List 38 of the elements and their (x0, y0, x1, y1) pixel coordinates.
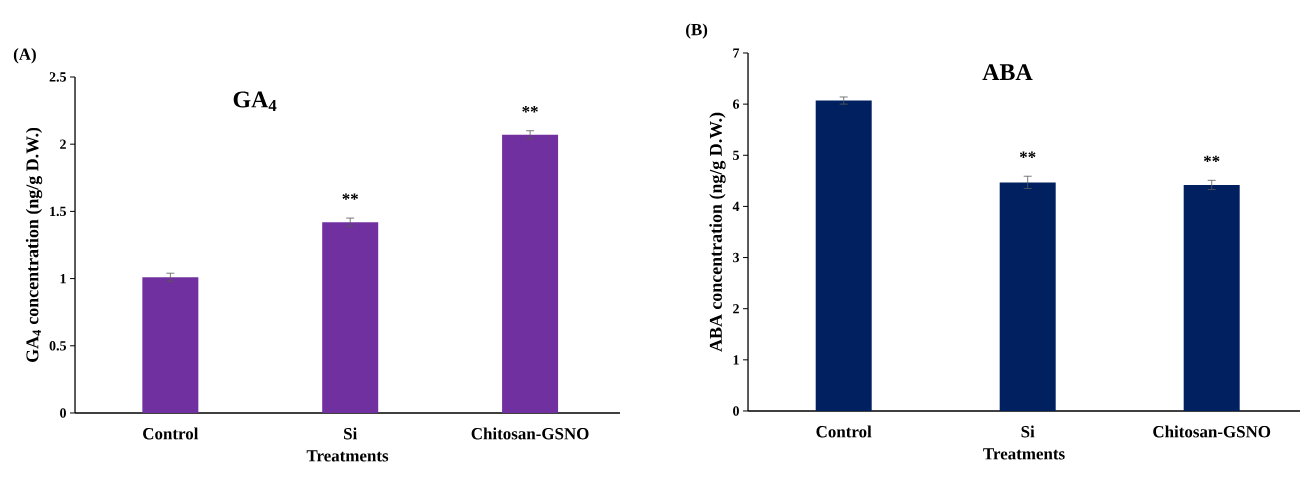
y-tick-label: 4 (732, 201, 740, 212)
x-tick-label: Chitosan-GSNO (1153, 425, 1271, 438)
y-tick-label: 3 (733, 252, 740, 263)
bar (1183, 184, 1240, 411)
text: (A) (13, 48, 36, 64)
y-axis-title: ABA concentration (ng/g D.W.) (709, 112, 726, 352)
y-axis-title: GA$_{4}$ concentration (ng/g D.W.) (25, 127, 43, 362)
x-axis-title: Treatments (983, 448, 1065, 460)
text: (B) (686, 23, 708, 39)
x-tick-label: Si (344, 427, 358, 440)
x-axis-title: Treatments (306, 450, 389, 462)
y-tick-label: 0.5 (49, 341, 66, 351)
annotation: ** (1203, 155, 1220, 163)
bar (322, 222, 379, 413)
chart-title: ABA (982, 64, 1033, 80)
bar (502, 134, 559, 413)
y-tick-label: 6 (733, 99, 740, 109)
y-tick-label: 2 (60, 139, 66, 149)
y-tick-label: 7 (733, 48, 740, 58)
bar (999, 182, 1056, 411)
annotation: ** (522, 106, 538, 113)
x-tick-label: Chitosan-GSNO (471, 427, 589, 440)
annotation: ** (342, 193, 358, 200)
x-tick-label: Control (143, 427, 199, 440)
y-tick-label: 1.5 (50, 206, 66, 217)
annotation: ** (1019, 151, 1036, 158)
text: GA$_{4}$ (233, 91, 277, 112)
bar (815, 100, 872, 411)
y-tick-label: 0 (60, 408, 66, 418)
y-tick-label: 2 (733, 304, 739, 314)
bar (142, 277, 199, 413)
y-tick-label: 1 (60, 273, 66, 284)
x-tick-label: Si (1021, 425, 1035, 438)
y-tick-label: 2.5 (49, 72, 66, 82)
y-tick-label: 5 (733, 150, 739, 160)
y-tick-label: 0 (733, 406, 739, 416)
x-tick-label: Control (816, 425, 872, 438)
y-tick-label: 1 (733, 355, 739, 365)
